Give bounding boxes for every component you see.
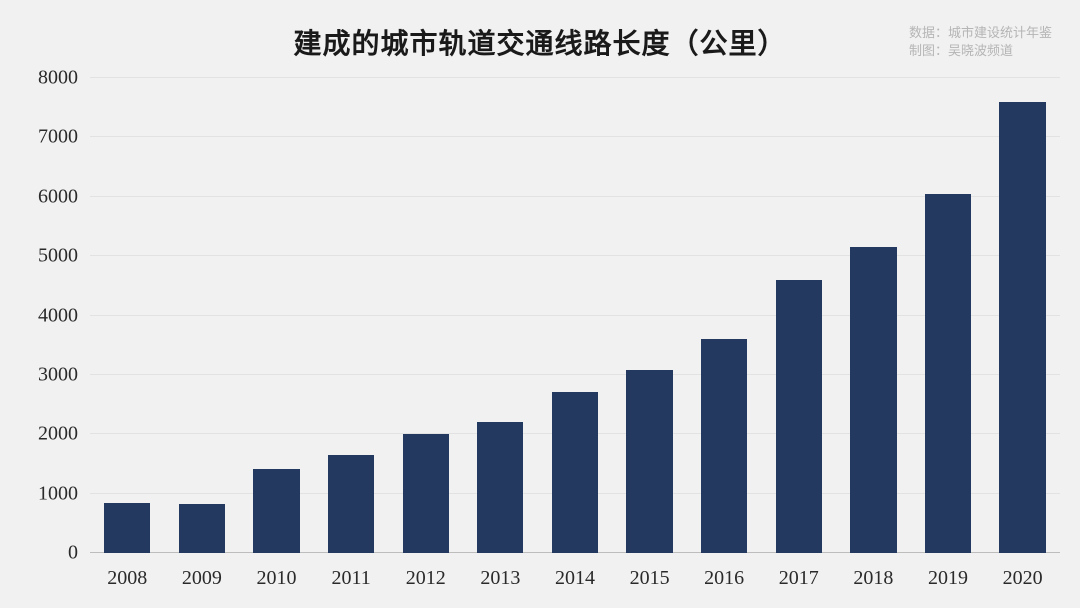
bar xyxy=(776,280,822,553)
bars-group: 2008200920102011201220132014201520162017… xyxy=(90,78,1060,553)
bar-slot: 2014 xyxy=(538,78,613,553)
y-tick-label: 4000 xyxy=(38,304,90,327)
x-tick-label: 2009 xyxy=(182,553,222,590)
y-tick-label: 3000 xyxy=(38,363,90,386)
bar-slot: 2019 xyxy=(911,78,986,553)
x-tick-label: 2014 xyxy=(555,553,595,590)
credits-author: 制图：吴晓波频道 xyxy=(909,42,1052,60)
bar xyxy=(999,102,1045,553)
y-tick-label: 1000 xyxy=(38,482,90,505)
x-tick-label: 2010 xyxy=(257,553,297,590)
x-tick-label: 2012 xyxy=(406,553,446,590)
x-tick-label: 2020 xyxy=(1003,553,1043,590)
bar-slot: 2013 xyxy=(463,78,538,553)
bar-slot: 2012 xyxy=(388,78,463,553)
x-tick-label: 2019 xyxy=(928,553,968,590)
bar xyxy=(179,504,225,553)
y-tick-label: 0 xyxy=(68,542,90,565)
y-tick-label: 7000 xyxy=(38,126,90,149)
x-tick-label: 2018 xyxy=(853,553,893,590)
chart-container: 建成的城市轨道交通线路长度（公里） 数据：城市建设统计年鉴 制图：吴晓波频道 2… xyxy=(0,0,1080,608)
bar xyxy=(104,503,150,553)
bar-slot: 2017 xyxy=(761,78,836,553)
bar xyxy=(701,339,747,553)
x-tick-label: 2013 xyxy=(480,553,520,590)
bar xyxy=(552,392,598,554)
bar-slot: 2011 xyxy=(314,78,389,553)
x-tick-label: 2017 xyxy=(779,553,819,590)
y-tick-label: 2000 xyxy=(38,423,90,446)
bar-slot: 2018 xyxy=(836,78,911,553)
x-tick-label: 2011 xyxy=(331,553,370,590)
credits-source: 数据：城市建设统计年鉴 xyxy=(909,24,1052,42)
bar xyxy=(328,455,374,553)
x-tick-label: 2015 xyxy=(630,553,670,590)
bar xyxy=(253,469,299,553)
bar-slot: 2010 xyxy=(239,78,314,553)
y-tick-label: 8000 xyxy=(38,67,90,90)
bar-slot: 2016 xyxy=(687,78,762,553)
bar-slot: 2008 xyxy=(90,78,165,553)
bar xyxy=(925,194,971,553)
x-tick-label: 2016 xyxy=(704,553,744,590)
x-tick-label: 2008 xyxy=(107,553,147,590)
y-tick-label: 5000 xyxy=(38,245,90,268)
bar-slot: 2020 xyxy=(985,78,1060,553)
bar xyxy=(477,422,523,553)
plot-area: 2008200920102011201220132014201520162017… xyxy=(90,78,1060,553)
bar-slot: 2015 xyxy=(612,78,687,553)
bar xyxy=(850,247,896,553)
chart-credits: 数据：城市建设统计年鉴 制图：吴晓波频道 xyxy=(909,24,1052,59)
y-tick-label: 6000 xyxy=(38,185,90,208)
bar-slot: 2009 xyxy=(165,78,240,553)
bar xyxy=(403,434,449,553)
bar xyxy=(626,370,672,553)
